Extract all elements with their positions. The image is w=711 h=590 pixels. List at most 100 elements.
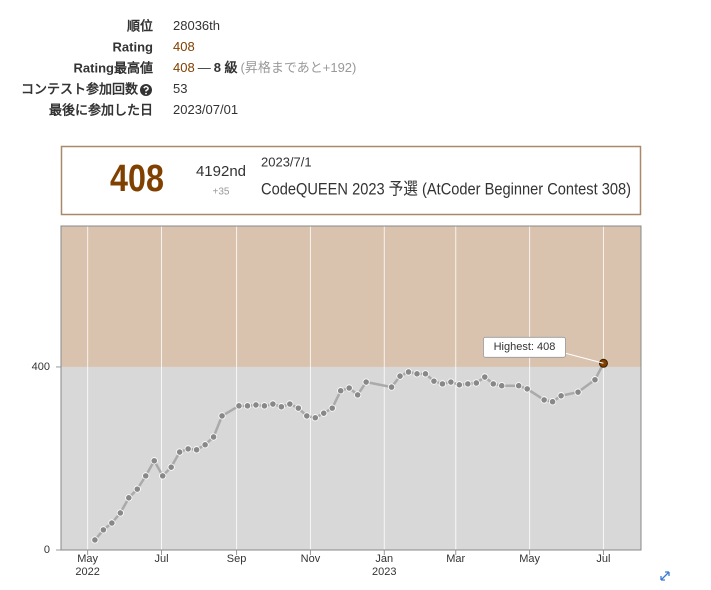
tooltip-pointer: [565, 352, 604, 364]
rating-point[interactable]: [413, 370, 421, 378]
rating-point[interactable]: [404, 368, 413, 376]
rating-point[interactable]: [294, 404, 302, 412]
rating-point[interactable]: [320, 409, 328, 417]
rating-point[interactable]: [540, 396, 548, 404]
x-tick-label: May: [519, 553, 540, 565]
rating-point[interactable]: [591, 376, 599, 384]
rating-point[interactable]: [243, 402, 252, 410]
summary-diff: +35: [213, 187, 230, 198]
x-tick-year: 2023: [372, 566, 396, 578]
tooltip-text: Highest: 408: [494, 341, 556, 353]
x-tick-label: Sep: [227, 553, 247, 565]
y-tick-label: 0: [44, 544, 50, 556]
profile-value-text: 408: [173, 39, 195, 54]
rating-point[interactable]: [455, 381, 463, 389]
summary-rating: 408: [110, 158, 164, 200]
summary-date: 2023/7/1: [261, 154, 312, 169]
rating-point[interactable]: [125, 494, 133, 502]
rating-point[interactable]: [159, 472, 167, 480]
rating-point[interactable]: [91, 536, 99, 544]
rating-point[interactable]: [523, 385, 531, 393]
summary-rank: 4192nd: [196, 163, 246, 180]
profile-value: 53: [173, 81, 187, 96]
profile-label: Rating: [113, 39, 154, 54]
rating-point[interactable]: [362, 378, 370, 386]
rating-point[interactable]: [515, 382, 523, 390]
profile-value: 2023/07/01: [173, 102, 238, 117]
rating-point[interactable]: [133, 485, 141, 493]
rating-point[interactable]: [481, 373, 489, 381]
profile-value: 408—8 級 (昇格まであと+192): [173, 60, 356, 75]
rating-point[interactable]: [557, 392, 565, 400]
x-tick-label: Mar: [446, 553, 465, 565]
tooltip-box: [483, 336, 566, 358]
rating-point[interactable]: [438, 380, 447, 388]
rating-point[interactable]: [218, 412, 226, 420]
rating-point[interactable]: [116, 509, 124, 517]
rating-point[interactable]: [193, 446, 201, 454]
profile-label: Rating最高値: [74, 60, 153, 75]
rating-point[interactable]: [303, 412, 311, 420]
profile-value: 28036th: [173, 18, 220, 33]
summary-contest[interactable]: CodeQUEEN 2023 予選 (AtCoder Beginner Cont…: [261, 179, 631, 198]
x-tick-label: Jan: [375, 553, 393, 565]
rating-point[interactable]: [201, 441, 209, 449]
profile-note: (昇格まであと+192): [241, 60, 357, 75]
rating-point[interactable]: [277, 403, 285, 411]
x-tick-label: Jul: [596, 553, 610, 565]
rating-point[interactable]: [387, 383, 396, 391]
summary-box: [60, 145, 642, 216]
profile-value-text: 28036th: [173, 18, 220, 33]
rating-point[interactable]: [549, 398, 557, 406]
x-tick-label: Jul: [154, 553, 168, 565]
profile-label: 順位: [127, 18, 153, 33]
rating-point[interactable]: [108, 519, 116, 527]
profile-grade: 8 級: [214, 60, 238, 75]
rating-point[interactable]: [99, 526, 107, 534]
rating-point[interactable]: [498, 382, 506, 390]
rating-point[interactable]: [311, 414, 319, 422]
profile-value-text: 53: [173, 81, 187, 96]
x-tick-label: Nov: [301, 553, 321, 565]
expand-icon[interactable]: [660, 571, 670, 581]
rating-point[interactable]: [328, 404, 336, 412]
rating-point[interactable]: [354, 391, 362, 399]
y-tick-label: 400: [32, 361, 50, 373]
rating-point[interactable]: [252, 401, 260, 409]
profile-value-text: 2023/07/01: [173, 102, 238, 117]
profile-value-text: 408: [173, 60, 195, 75]
rating-point[interactable]: [396, 372, 404, 380]
rating-point[interactable]: [209, 433, 218, 441]
plot-frame: [60, 225, 642, 551]
help-icon-mark: [143, 85, 149, 92]
rating-point[interactable]: [430, 377, 438, 385]
profile-label: コンテスト参加回数: [21, 81, 139, 96]
rating-point[interactable]: [574, 388, 582, 396]
x-tick-year: 2022: [75, 566, 99, 578]
rating-point[interactable]: [472, 379, 480, 387]
profile-label: 最後に参加した日: [49, 102, 153, 117]
rating-point[interactable]: [184, 445, 192, 453]
help-icon-dot: [145, 92, 147, 95]
profile-value: 408: [173, 39, 195, 54]
rating-point[interactable]: [167, 463, 175, 471]
rating-band: [61, 366, 641, 550]
help-icon[interactable]: [140, 84, 152, 96]
profile-dash: —: [198, 60, 211, 75]
rating-point[interactable]: [150, 457, 158, 465]
rating-point[interactable]: [235, 402, 243, 410]
x-tick-label: May: [77, 553, 98, 565]
rating-point[interactable]: [337, 387, 345, 395]
rating-point[interactable]: [464, 380, 472, 388]
rating-point[interactable]: [447, 378, 455, 386]
rating-point[interactable]: [489, 380, 497, 388]
rating-point[interactable]: [421, 370, 430, 378]
rating-point[interactable]: [345, 384, 353, 392]
rating-point[interactable]: [142, 472, 150, 480]
rating-point[interactable]: [176, 448, 184, 456]
rating-point[interactable]: [269, 400, 277, 408]
rating-point[interactable]: [260, 402, 269, 410]
rating-point[interactable]: [286, 400, 294, 408]
